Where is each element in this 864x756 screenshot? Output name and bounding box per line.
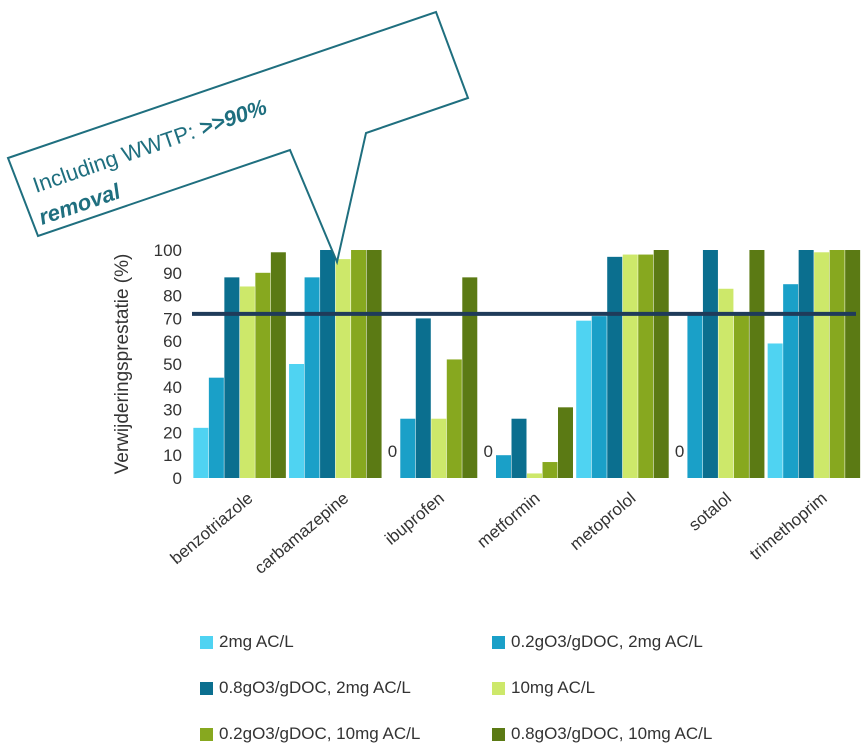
bar [400, 418, 416, 478]
bar [767, 343, 783, 478]
bar [638, 254, 654, 478]
bar [527, 473, 542, 478]
bar [749, 250, 765, 478]
bar [320, 250, 336, 478]
x-tick-label: sotalol [685, 489, 735, 535]
bar [622, 254, 638, 478]
bar [431, 418, 447, 478]
x-tick-label: trimethoprim [746, 489, 831, 564]
y-tick-label: 70 [163, 309, 182, 328]
legend-swatch [492, 635, 505, 649]
legend-item: 0.8gO3/gDOC, 2mg AC/L [200, 678, 411, 698]
bar [208, 377, 224, 478]
x-tick-label: ibuprofen [381, 489, 448, 549]
y-tick-label: 40 [163, 378, 182, 397]
chart-svg: 0 0 0 0 10 20 30 40 50 60 70 80 90 100 benzotriazole… [6, 10, 861, 578]
bar [783, 284, 799, 478]
y-tick-label: 100 [154, 241, 182, 260]
legend-item: 0.2gO3/gDOC, 2mg AC/L [492, 632, 703, 652]
bar [558, 407, 573, 478]
bar [829, 250, 845, 478]
y-tick-label: 50 [163, 355, 182, 374]
bar [239, 286, 255, 478]
data-label: 0 [675, 442, 684, 461]
bar [542, 462, 558, 478]
bar [415, 318, 431, 478]
bar [304, 277, 320, 478]
legend-label: 0.2gO3/gDOC, 2mg AC/L [511, 632, 703, 651]
bar [351, 250, 367, 478]
legend-swatch [200, 635, 213, 649]
bar [462, 277, 478, 478]
y-tick-label: 10 [163, 446, 182, 465]
bar [335, 259, 351, 478]
legend-label: 0.2gO3/gDOC, 10mg AC/L [219, 724, 421, 743]
x-tick-label: carbamazepine [251, 489, 352, 578]
x-tick-label: metoprolol [566, 489, 639, 555]
bar [496, 455, 511, 478]
bar [702, 250, 718, 478]
bar [718, 288, 734, 478]
bar [591, 316, 607, 478]
bar [653, 250, 669, 478]
x-tick-label: metformin [473, 489, 543, 552]
bar [446, 359, 462, 478]
legend-label: 0.8gO3/gDOC, 10mg AC/L [511, 724, 713, 743]
legend-item: 2mg AC/L [200, 632, 294, 652]
legend-swatch [492, 681, 505, 695]
y-axis-label: Verwijderingsprestatie (%) [112, 254, 133, 475]
bar [798, 250, 814, 478]
y-tick-label: 0 [173, 469, 182, 488]
bar [845, 250, 861, 478]
x-tick-label: benzotriazole [167, 489, 257, 569]
bar [270, 252, 286, 478]
bar [607, 256, 623, 478]
legend-label: 2mg AC/L [219, 632, 294, 651]
y-tick-label: 20 [163, 423, 182, 442]
legend-swatch [200, 727, 213, 741]
bar [224, 277, 240, 478]
bar [366, 250, 382, 478]
bar [289, 364, 305, 478]
bar [576, 320, 592, 478]
y-tick-label: 90 [163, 264, 182, 283]
bar [511, 418, 527, 478]
legend-item: 10mg AC/L [492, 678, 595, 698]
data-label: 0 [484, 442, 493, 461]
bars-group: 0 0 0 [193, 250, 861, 478]
callout-box [6, 10, 470, 266]
bar [687, 313, 703, 478]
legend-swatch [492, 727, 505, 741]
y-tick-label: 30 [163, 401, 182, 420]
callout: Including WWTP: >>90% removal [6, 10, 470, 266]
legend-label: 0.8gO3/gDOC, 2mg AC/L [219, 678, 411, 697]
bar [193, 427, 209, 478]
y-tick-label: 60 [163, 332, 182, 351]
legend-item: 0.2gO3/gDOC, 10mg AC/L [200, 724, 420, 744]
legend-swatch [200, 681, 213, 695]
data-label: 0 [388, 442, 397, 461]
legend-label: 10mg AC/L [511, 678, 596, 697]
y-axis: 0 10 20 30 40 50 60 70 80 90 100 [154, 241, 182, 488]
bar [733, 313, 749, 478]
legend-item: 0.8gO3/gDOC, 10mg AC/L [492, 724, 712, 744]
y-tick-label: 80 [163, 287, 182, 306]
bar [255, 272, 271, 478]
bar [814, 252, 830, 478]
